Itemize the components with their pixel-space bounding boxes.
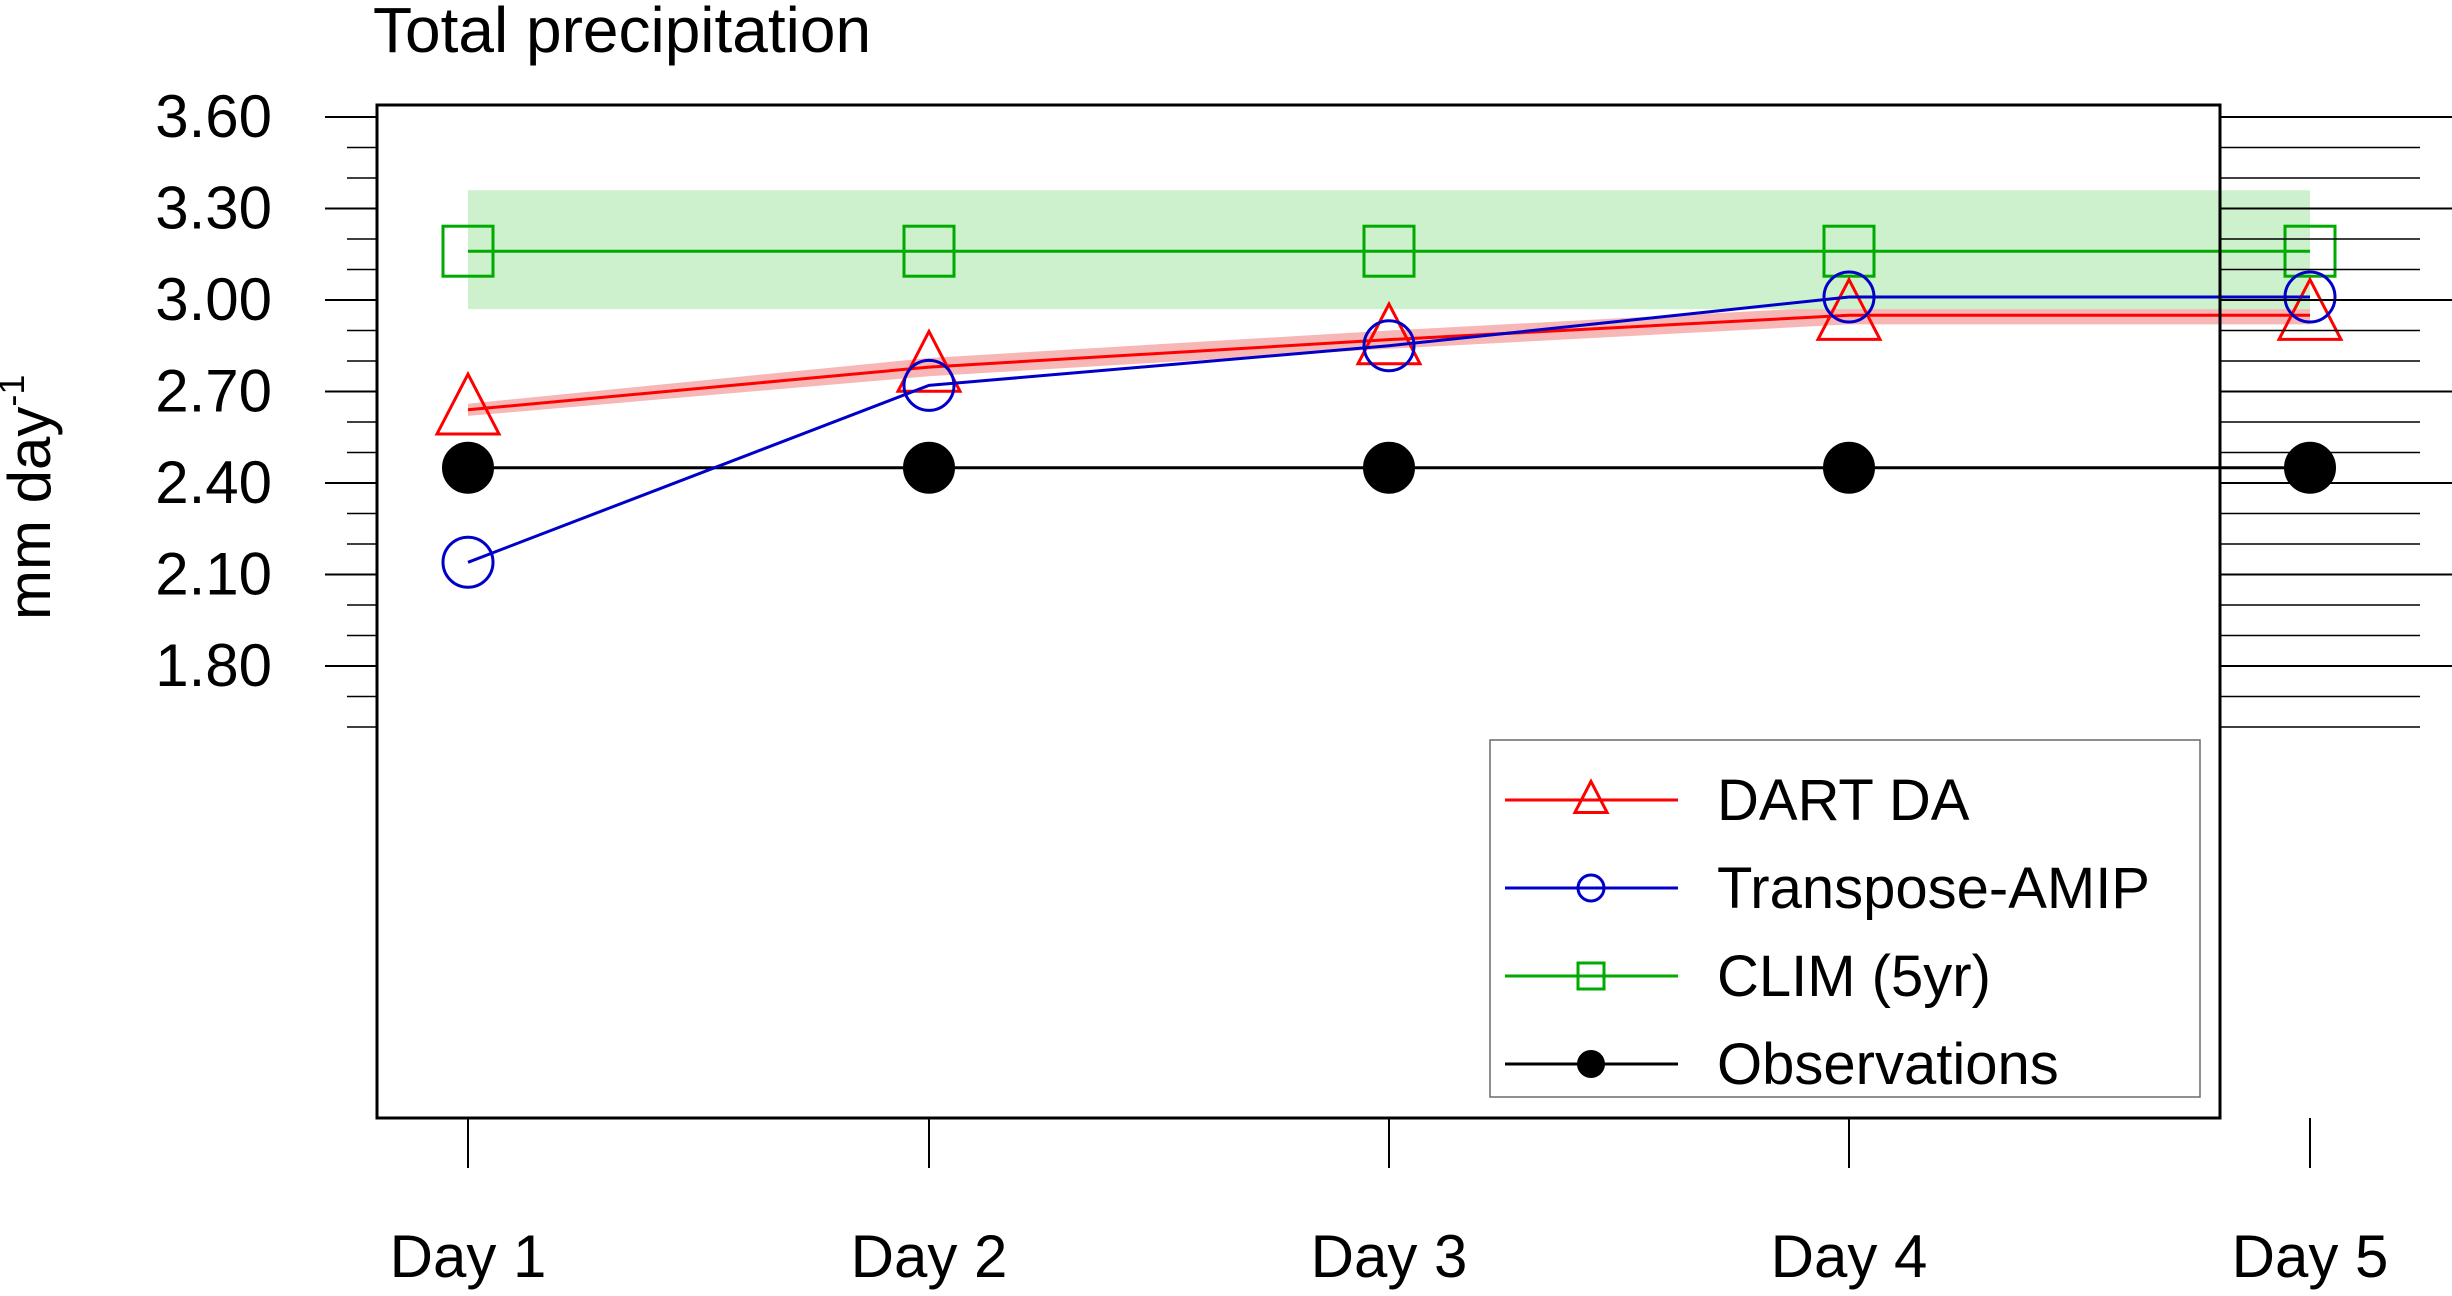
y-tick-label: 3.00 bbox=[155, 266, 272, 333]
y-axis-label: mm day-1 bbox=[0, 375, 63, 620]
y-tick-label: 2.40 bbox=[155, 449, 272, 516]
observations-point bbox=[1363, 441, 1415, 494]
observations-point bbox=[442, 441, 494, 494]
dart-da-point bbox=[2276, 276, 2344, 341]
transpose-amip-line bbox=[467, 295, 2310, 564]
legend-marker-dart-da bbox=[1572, 778, 1610, 815]
y-axis-label-base: mm day bbox=[0, 407, 63, 620]
clim-5yr-point bbox=[902, 224, 956, 278]
legend-label-clim-5yr: CLIM (5yr) bbox=[1717, 944, 1991, 1009]
x-tick-label: Day 4 bbox=[1771, 1223, 1928, 1290]
clim-5yr-point bbox=[441, 224, 495, 278]
legend-marker-transpose-amip bbox=[1576, 873, 1606, 903]
y-axis-label-superscript: -1 bbox=[0, 375, 32, 407]
chart-title: Total precipitation bbox=[373, 0, 871, 66]
clim-5yr-point bbox=[1362, 224, 1416, 278]
legend: DART DA Transpose-AMIP CLIM (5yr) Observati… bbox=[1489, 739, 2201, 1098]
clim-5yr-point bbox=[1822, 224, 1876, 278]
transpose-amip-point bbox=[1822, 270, 1876, 324]
legend-label-dart-da: DART DA bbox=[1717, 768, 1970, 833]
transpose-amip-point bbox=[2283, 270, 2337, 324]
legend-label-observations: Observations bbox=[1717, 1032, 2059, 1097]
axes: 1.80 2.10 2.40 2.70 3.00 3.30 3.60 Day 1 Day 2 Da… bbox=[155, 83, 2452, 1290]
legend-label-transpose-amip: Transpose-AMIP bbox=[1717, 856, 2150, 921]
x-tick-label: Day 2 bbox=[851, 1223, 1008, 1290]
observations-point bbox=[903, 441, 955, 494]
transpose-amip-point bbox=[441, 535, 495, 589]
y-tick-label: 2.10 bbox=[155, 541, 272, 608]
legend-marker-clim-5yr bbox=[1576, 961, 1606, 991]
y-tick-label: 2.70 bbox=[155, 358, 272, 425]
x-tick-label: Day 1 bbox=[390, 1223, 547, 1290]
legend-marker-observations bbox=[1577, 1050, 1605, 1078]
y-tick-label: 3.30 bbox=[155, 175, 272, 242]
x-tick-label: Day 5 bbox=[2232, 1223, 2389, 1290]
dart-da-point bbox=[895, 328, 963, 393]
dart-da-line bbox=[467, 313, 2310, 412]
plot-frame bbox=[375, 103, 2222, 1120]
transpose-amip-point bbox=[902, 358, 956, 412]
y-tick-label: 1.80 bbox=[155, 632, 272, 699]
clim-5yr-band bbox=[468, 190, 2310, 310]
transpose-amip-point bbox=[1362, 319, 1416, 373]
dart-da-band bbox=[468, 306, 2310, 416]
observations-point bbox=[1823, 441, 1875, 494]
dart-da-point bbox=[1815, 276, 1883, 341]
observations-point bbox=[2284, 441, 2336, 494]
x-tick-label: Day 3 bbox=[1311, 1223, 1468, 1290]
y-tick-label: 3.60 bbox=[155, 83, 272, 150]
dart-da-point bbox=[434, 370, 502, 436]
series-lines bbox=[434, 224, 2344, 589]
dart-da-point bbox=[1355, 300, 1423, 366]
clim-5yr-point bbox=[2283, 224, 2337, 278]
